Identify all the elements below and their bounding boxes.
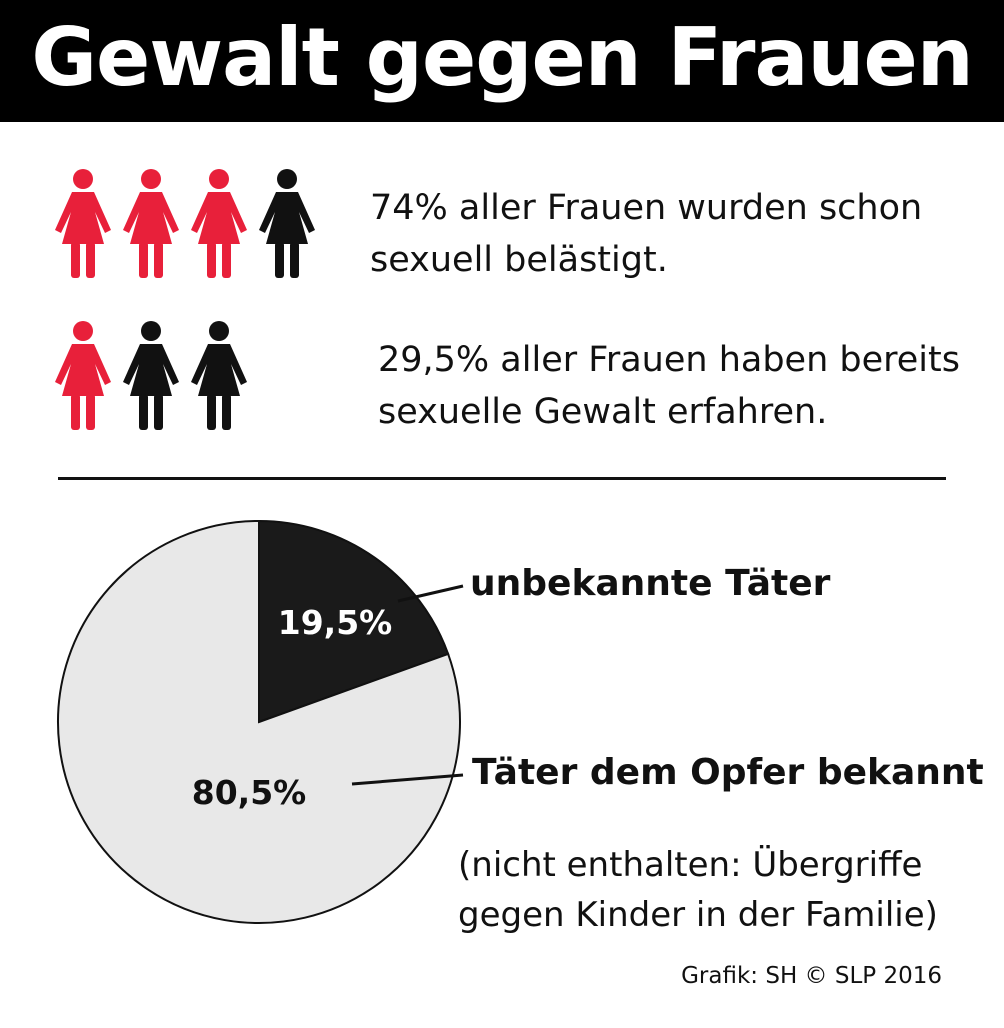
pie-slice-unknown (258, 519, 450, 724)
fact-violence-text: 29,5% aller Frauen haben bereits sexuell… (378, 334, 960, 438)
fact-harassment-line2: sexuell belästigt. (370, 240, 668, 280)
header-banner: Gewalt gegen Frauen (0, 0, 1004, 122)
woman-icon-black (191, 321, 247, 430)
woman-icon-red (55, 321, 111, 430)
woman-icon-black (123, 321, 179, 430)
pie-value-label-known: 80,5% (192, 773, 307, 812)
fact-violence-line1: 29,5% aller Frauen haben bereits (378, 340, 960, 380)
section-divider (58, 477, 946, 480)
icon-row-harassment (54, 168, 326, 280)
leader-line-unknown (397, 584, 464, 603)
woman-icon-red (191, 169, 247, 278)
pie-slice-known (57, 519, 461, 924)
leader-line-known (351, 773, 464, 786)
legend-label-unknown: unbekannte Täter (470, 563, 831, 604)
footnote-line2: gegen Kinder in der Familie) (458, 895, 938, 935)
fact-harassment-text: 74% aller Frauen wurden schon sexuell be… (370, 182, 922, 286)
woman-icon-red (123, 169, 179, 278)
woman-icon-black (259, 169, 315, 278)
perpetrator-pie-chart: 19,5% 80,5% (57, 519, 464, 924)
legend-label-known: Täter dem Opfer bekannt (472, 752, 984, 793)
fact-harassment-line1: 74% aller Frauen wurden schon (370, 188, 923, 228)
page-title: Gewalt gegen Frauen (31, 11, 973, 104)
footnote-line1: (nicht enthalten: Übergriffe (458, 845, 923, 885)
fact-violence-line2: sexuelle Gewalt erfahren. (378, 392, 828, 432)
footnote: (nicht enthalten: Übergriffe gegen Kinde… (458, 840, 938, 940)
icon-row-violence (54, 320, 258, 432)
woman-icon-red (55, 169, 111, 278)
pie-value-label-unknown: 19,5% (278, 603, 393, 642)
credit-line: Grafik: SH © SLP 2016 (681, 963, 942, 989)
